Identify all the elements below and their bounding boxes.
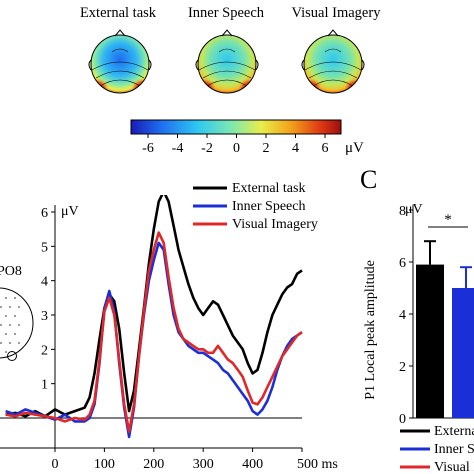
colorbar-tick-label: 0 bbox=[233, 141, 240, 156]
erp-line-chart: 1 2 3 4 5 6 0 100 200 300 400 500 ms μV External ta… bbox=[0, 181, 338, 472]
electrode-dot bbox=[5, 351, 7, 353]
electrode-dot bbox=[5, 315, 7, 317]
bar-y-axis-label: P1 Local peak amplitude bbox=[363, 260, 378, 400]
bar-y-tick-label: 2 bbox=[399, 360, 406, 375]
electrode-dot bbox=[18, 306, 20, 308]
topomap-label-inner-speech: Inner Speech bbox=[188, 5, 265, 21]
colorbar-tick-label: 4 bbox=[292, 141, 299, 156]
electrode-dot bbox=[0, 324, 2, 326]
colorbar-tick-label: -4 bbox=[172, 141, 184, 156]
electrode-dot bbox=[0, 342, 2, 344]
x-tick-label: 500 ms bbox=[297, 457, 338, 472]
electrode-dot bbox=[14, 297, 16, 299]
x-tick-label: 100 bbox=[94, 457, 115, 472]
bar-legend-label-external-task: External task bbox=[434, 424, 474, 439]
bar-chart-legend: External task Inner Speech Visual Imagery bbox=[400, 424, 474, 474]
bar-y-tick-label: 6 bbox=[399, 256, 406, 271]
y-tick-label: 5 bbox=[41, 240, 48, 255]
x-tick-label: 0 bbox=[52, 457, 59, 472]
y-tick-label: 3 bbox=[41, 309, 48, 324]
electrode-dot bbox=[9, 306, 11, 308]
electrode-dot bbox=[9, 324, 11, 326]
electrode-head-inset: PO8 bbox=[0, 264, 34, 361]
significance-star: * bbox=[444, 212, 452, 228]
legend-label-visual-imagery: Visual Imagery bbox=[232, 217, 318, 232]
x-tick-label: 400 bbox=[242, 457, 263, 472]
x-tick-label: 200 bbox=[143, 457, 164, 472]
selected-electrode-marker bbox=[7, 351, 17, 361]
bar-inner-speech bbox=[452, 288, 474, 418]
legend-label-inner-speech: Inner Speech bbox=[232, 199, 305, 214]
y-tick-label: 2 bbox=[41, 343, 48, 358]
y-tick-label: 4 bbox=[41, 275, 48, 290]
y-tick-label: 1 bbox=[41, 378, 48, 393]
electrode-dot bbox=[5, 297, 7, 299]
panel-letter-c: C bbox=[360, 165, 377, 194]
electrode-dot bbox=[5, 333, 7, 335]
significance-bracket: * bbox=[428, 212, 468, 228]
colorbar-tick-label: 6 bbox=[322, 141, 329, 156]
panel-c: C 0 2 4 6 8 μV P1 Local peak amplitude * Ext… bbox=[360, 165, 474, 474]
colorbar: -6 -4 -2 0 2 4 6 μV bbox=[130, 119, 364, 156]
y-tick-label: 6 bbox=[41, 206, 48, 221]
bar-y-tick-label: 4 bbox=[399, 308, 406, 323]
x-tick-label: 300 bbox=[193, 457, 214, 472]
bar-legend-label-inner-speech: Inner Speech bbox=[434, 442, 474, 457]
electrode-dot bbox=[18, 324, 20, 326]
bar-legend-label-visual-imagery: Visual Imagery bbox=[434, 460, 474, 474]
line-chart-legend: External task Inner Speech Visual Imagery bbox=[193, 181, 318, 232]
topomap-inner-speech bbox=[195, 29, 259, 94]
colorbar-tick-label: 2 bbox=[263, 141, 270, 156]
topomap-external-task bbox=[88, 29, 152, 94]
electrode-dot bbox=[9, 342, 11, 344]
topomap-label-visual-imagery: Visual Imagery bbox=[292, 5, 382, 21]
bar-y-tick-label: 0 bbox=[399, 412, 406, 427]
series-line-external-task bbox=[5, 195, 303, 418]
bar-y-tick-label: 8 bbox=[399, 204, 406, 219]
electrode-dot bbox=[0, 306, 2, 308]
electrode-dot bbox=[14, 333, 16, 335]
bar-external-task bbox=[416, 264, 444, 418]
y-axis-unit: μV bbox=[61, 204, 79, 219]
topomap-visual-imagery bbox=[301, 29, 365, 94]
series-line-visual-imagery bbox=[5, 231, 303, 433]
colorbar-tick-label: -6 bbox=[142, 141, 154, 156]
electrode-dot bbox=[14, 315, 16, 317]
legend-label-external-task: External task bbox=[232, 181, 305, 196]
colorbar-unit: μV bbox=[345, 140, 364, 156]
colorbar-tick-label: -2 bbox=[201, 141, 213, 156]
electrode-label: PO8 bbox=[0, 264, 22, 279]
series-line-inner-speech bbox=[5, 241, 303, 439]
electrode-dot bbox=[18, 342, 20, 344]
bar-y-unit: μV bbox=[405, 202, 423, 217]
topomap-label-external: External task bbox=[80, 5, 157, 21]
